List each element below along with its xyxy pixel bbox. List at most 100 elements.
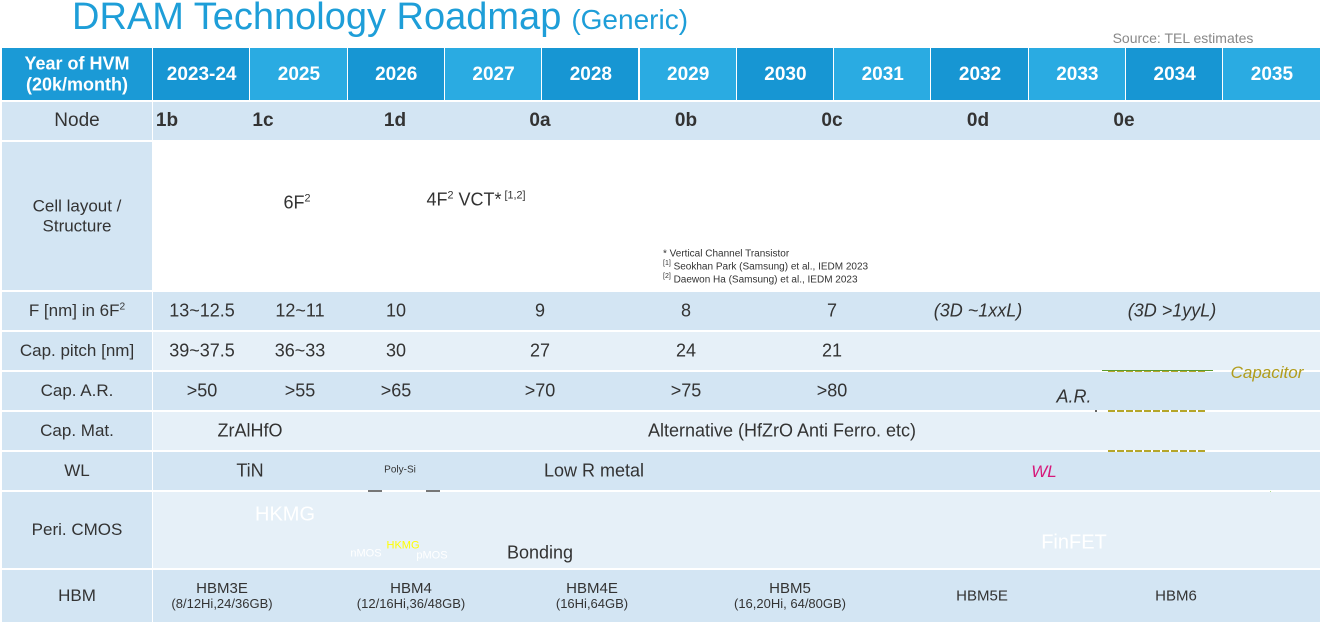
cap-ar: >65 [380, 380, 412, 401]
cap-ar: >55 [284, 380, 316, 401]
arrow-label: 2D [279, 150, 305, 173]
line: Cell layout / [32, 196, 122, 216]
note: * Vertical Channel Transistor [663, 247, 789, 259]
year: 2026 [375, 64, 418, 86]
row-label: F [nm] in 6F2 [29, 301, 125, 321]
t: F [nm] in 6F [28, 301, 120, 321]
year: 2028 [569, 64, 612, 86]
row-bg [153, 412, 1320, 450]
year: 2031 [861, 64, 904, 86]
cap-ar: >50 [186, 380, 218, 401]
bonding: Bonding [506, 542, 574, 563]
label-bg [2, 102, 152, 140]
header-bg [250, 48, 347, 100]
hbm: HBM5E [956, 587, 1008, 604]
hbm: HBM5 (16,20Hi, 64/80GB) [734, 580, 846, 612]
label-bg [2, 412, 152, 450]
f-value: 9 [534, 300, 546, 321]
line: Structure [42, 216, 112, 235]
t: * Vertical Channel Transistor [663, 248, 790, 260]
label-bg [2, 292, 152, 330]
wl: TiN [236, 460, 264, 481]
year: 2030 [764, 64, 807, 86]
row-bg [153, 452, 1320, 490]
header-bg [639, 48, 736, 100]
f-value: (3D ~1xxL) [933, 300, 1023, 321]
cap-pitch: 24 [675, 340, 697, 361]
row-label: WL [64, 461, 90, 481]
year: 2025 [277, 64, 321, 86]
row-label: Cap. Mat. [40, 421, 114, 441]
label-bg [2, 492, 152, 568]
row-bg [153, 142, 1320, 290]
hbm-name: HBM5 [769, 579, 811, 597]
hbm-detail: (16,20Hi, 64/80GB) [733, 596, 847, 612]
fig-label: HKMG [386, 539, 420, 552]
row-bg [153, 570, 1320, 622]
year: 2032 [958, 64, 1002, 86]
hbm: HBM6 [1155, 587, 1197, 604]
line: Year of HVM [24, 53, 130, 74]
header-bg [834, 48, 931, 100]
hbm-name: HBM6 [1155, 587, 1197, 605]
fig-label: pMOS [416, 549, 448, 562]
ref: [1] [663, 260, 671, 267]
header-bg [2, 48, 152, 100]
sup: [1,2] [501, 189, 526, 202]
label-bg [2, 570, 152, 622]
sup: 2 [447, 189, 454, 202]
fig-label: WL [1031, 462, 1057, 482]
row-label: Cap. pitch [nm] [19, 341, 135, 361]
header-bg [153, 48, 250, 100]
year: 2027 [472, 64, 515, 86]
title: DRAM Technology Roadmap (Generic) [72, 0, 688, 39]
t: 6F [283, 192, 305, 213]
header-bg [931, 48, 1028, 100]
hbm-detail: (12/16Hi,36/48GB) [356, 596, 466, 612]
row-label: HBM [58, 586, 96, 606]
header-bg [1223, 48, 1320, 100]
fig-label: Capacitor [1230, 363, 1304, 383]
title-suffix: (Generic) [571, 4, 689, 35]
source: Source: TEL estimates [1112, 29, 1254, 46]
arrow-label: HKMG [255, 503, 315, 526]
cap-pitch: 30 [385, 340, 407, 361]
year: 2029 [667, 64, 710, 86]
sup: 2 [304, 192, 311, 205]
f-value: 12~11 [275, 300, 325, 321]
label-bg [2, 372, 152, 410]
node: 0b [674, 110, 698, 132]
node: 0d [966, 110, 990, 132]
hbm: HBM4 (12/16Hi,36/48GB) [357, 580, 465, 612]
hbm-name: HBM5E [956, 587, 1008, 605]
f-value: 13~12.5 [169, 300, 235, 321]
f-value: 10 [385, 300, 407, 321]
year: 2033 [1056, 64, 1099, 86]
cap-ar: >70 [524, 380, 556, 401]
node: 0e [1113, 110, 1135, 132]
year: 2023-24 [166, 64, 237, 86]
label-bg [2, 142, 152, 290]
row-label: Cap. A.R. [40, 381, 114, 401]
line: (20k/month) [25, 74, 128, 94]
label-bg [2, 452, 152, 490]
hbm-detail: (16Hi,64GB) [555, 596, 629, 612]
row-label: Cell layout / Structure [33, 196, 122, 235]
year: 2035 [1250, 64, 1294, 86]
cap-mat: ZrAlHfO [217, 420, 283, 441]
vct: 4F2 VCT* [1,2] [426, 190, 525, 211]
header-bg [347, 48, 444, 100]
hbm: HBM4E (16Hi,64GB) [556, 580, 628, 612]
f-value: (3D >1yyL) [1127, 300, 1217, 321]
t: Seokhan Park (Samsung) et al., IEDM 2023 [670, 261, 869, 273]
node: 1b [155, 110, 179, 132]
fig-label: Poly-Si [384, 464, 416, 476]
header-label: Year of HVM (20k/month) [24, 53, 129, 94]
row-label: Peri. CMOS [31, 520, 123, 540]
arrow-label: FinFET [1041, 531, 1107, 554]
cap-ar: >75 [670, 380, 702, 401]
node: 1d [383, 110, 407, 132]
label-bg [2, 332, 152, 370]
hbm: HBM3E (8/12Hi,24/36GB) [171, 580, 272, 612]
